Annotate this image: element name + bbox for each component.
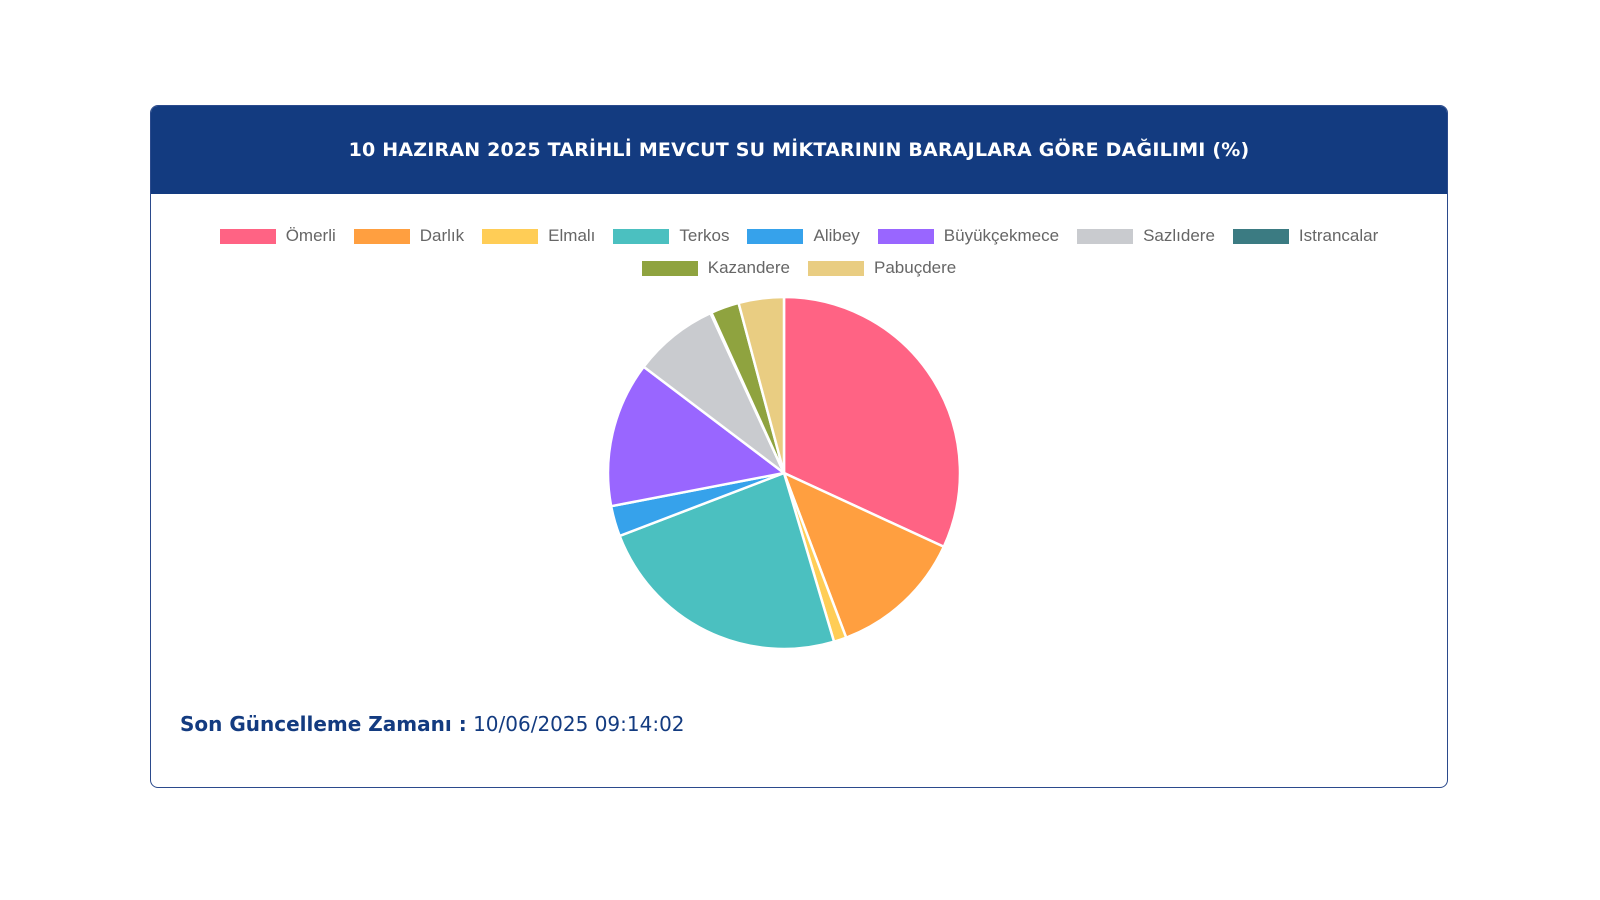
pie-slice[interactable] bbox=[781, 470, 946, 640]
legend-label: Ömerli bbox=[285, 226, 336, 245]
legend-swatch bbox=[613, 228, 670, 244]
legend-swatch bbox=[1232, 228, 1289, 244]
chart-legend: Ömerli Darlık Elmalı Terkos Alibey Büyükçekme… bbox=[151, 226, 1447, 278]
legend-row-1: Ömerli Darlık Elmalı Terkos Alibey Büyükçekme… bbox=[219, 226, 1379, 246]
legend-item[interactable]: Pabuçdere bbox=[808, 258, 956, 278]
last-update-label: Son Güncelleme Zamanı : bbox=[180, 712, 467, 736]
legend-swatch bbox=[641, 260, 698, 276]
pie-chart bbox=[606, 295, 962, 651]
legend-row-2: Kazandere Pabuçdere bbox=[641, 258, 956, 278]
legend-swatch bbox=[219, 228, 276, 244]
legend-label: Büyükçekmece bbox=[943, 226, 1060, 245]
legend-label: Istrancalar bbox=[1298, 226, 1379, 245]
legend-label: Alibey bbox=[813, 226, 860, 245]
pie-slice[interactable] bbox=[606, 365, 787, 508]
legend-swatch bbox=[747, 228, 804, 244]
legend-label: Terkos bbox=[679, 226, 730, 245]
legend-label: Pabuçdere bbox=[874, 258, 957, 277]
last-update: Son Güncelleme Zamanı : 10/06/2025 09:14… bbox=[180, 712, 685, 736]
legend-item[interactable]: Darlık bbox=[353, 226, 465, 246]
legend-item[interactable]: Elmalı bbox=[482, 226, 595, 246]
legend-item[interactable]: Sazlıdere bbox=[1077, 226, 1215, 246]
card-header: 10 HAZIRAN 2025 TARİHLİ MEVCUT SU MİKTAR… bbox=[151, 106, 1447, 194]
legend-label: Kazandere bbox=[707, 258, 790, 277]
legend-swatch bbox=[877, 228, 934, 244]
legend-item[interactable]: Alibey bbox=[747, 226, 860, 246]
legend-swatch bbox=[482, 228, 539, 244]
pie-slice[interactable] bbox=[618, 471, 836, 651]
legend-item[interactable]: Ömerli bbox=[219, 226, 336, 246]
legend-label: Darlık bbox=[419, 226, 465, 245]
legend-item[interactable]: Terkos bbox=[613, 226, 729, 246]
legend-swatch bbox=[353, 228, 410, 244]
pie-slice[interactable] bbox=[737, 295, 786, 474]
chart-card: 10 HAZIRAN 2025 TARİHLİ MEVCUT SU MİKTAR… bbox=[150, 105, 1448, 788]
legend-item[interactable]: Istrancalar bbox=[1232, 226, 1379, 246]
pie-area bbox=[151, 106, 1447, 787]
legend-swatch bbox=[1077, 228, 1134, 244]
chart-title: 10 HAZIRAN 2025 TARİHLİ MEVCUT SU MİKTAR… bbox=[348, 139, 1250, 161]
last-update-value: 10/06/2025 09:14:02 bbox=[473, 712, 685, 736]
legend-item[interactable]: Büyükçekmece bbox=[877, 226, 1060, 246]
legend-item[interactable]: Kazandere bbox=[641, 258, 790, 278]
pie-slice[interactable] bbox=[782, 295, 962, 549]
legend-swatch bbox=[808, 260, 864, 276]
legend-label: Sazlıdere bbox=[1143, 226, 1215, 245]
legend-label: Elmalı bbox=[548, 226, 596, 245]
